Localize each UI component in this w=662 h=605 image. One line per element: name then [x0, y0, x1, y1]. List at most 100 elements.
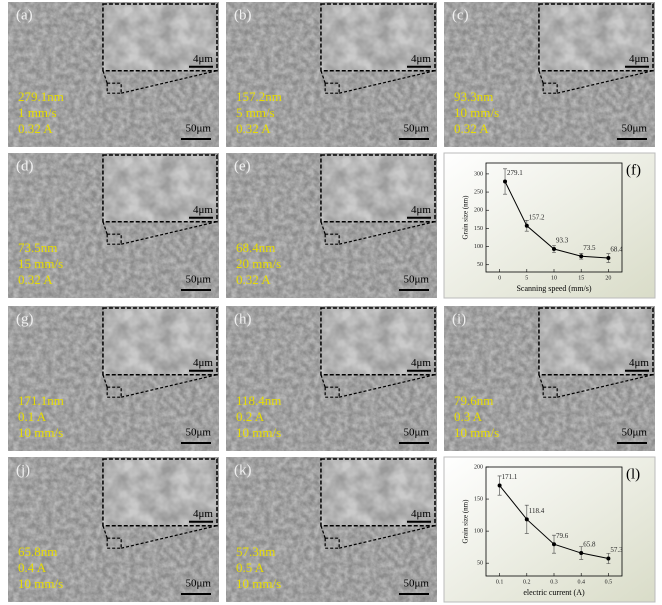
x-tick-label: 15 [578, 275, 584, 281]
data-point [579, 551, 583, 555]
scale-label: 50μm [404, 123, 430, 135]
condition-text: 65.8nm [18, 544, 57, 559]
data-label: 57.3 [610, 546, 623, 554]
x-tick-label: 5 [525, 275, 528, 281]
scale-label: 50μm [622, 427, 648, 439]
condition-text: 10 mm/s [236, 425, 281, 440]
scale-label: 50μm [404, 274, 430, 286]
data-label: 93.3 [556, 237, 569, 245]
data-label: 157.2 [529, 213, 545, 221]
condition-text: 0.1 A [18, 409, 47, 424]
data-point [498, 484, 502, 488]
data-label: 68.4 [610, 246, 623, 254]
data-label: 79.6 [556, 532, 569, 540]
data-point [606, 556, 610, 560]
condition-text: 0.3 A [454, 409, 483, 424]
condition-text: 10 mm/s [454, 105, 499, 120]
y-tick-label: 50 [477, 561, 483, 567]
x-tick-label: 0.5 [605, 579, 613, 585]
data-label: 73.5 [583, 244, 596, 252]
data-point [552, 247, 556, 251]
inset-scale: 4μm [193, 508, 213, 520]
scale-label: 50μm [404, 578, 430, 590]
x-tick-label: 0.4 [577, 579, 585, 585]
data-label: 279.1 [507, 169, 523, 177]
inset-scale: 4μm [411, 53, 431, 65]
inset-scale: 4μm [193, 357, 213, 369]
sem-panel: 4μm (b) 157.2nm5 mm/s0.32 A 50μm [226, 2, 437, 147]
y-tick-label: 100 [474, 244, 483, 250]
condition-text: 0.32 A [454, 121, 489, 136]
x-axis-label: electric current (A) [523, 588, 585, 597]
condition-text: 0.32 A [236, 272, 271, 287]
x-tick-label: 0 [498, 275, 501, 281]
data-point [525, 224, 529, 228]
data-point [525, 517, 529, 521]
inset-scale: 4μm [193, 204, 213, 216]
condition-text: 0.32 A [18, 121, 53, 136]
condition-text: 171.1nm [18, 393, 64, 408]
panel-label: (f) [626, 162, 641, 178]
scale-label: 50μm [186, 274, 212, 286]
data-label: 65.8 [583, 541, 596, 549]
panel-label: (a) [16, 7, 33, 23]
sem-panel: 4μm (e) 68.4nm20 mm/s0.32 A 50μm [226, 153, 437, 298]
condition-text: 10 mm/s [18, 576, 63, 591]
condition-text: 68.4nm [236, 240, 275, 255]
inset-scale: 4μm [629, 53, 649, 65]
y-tick-label: 300 [474, 171, 483, 177]
x-tick-label: 20 [605, 275, 611, 281]
data-label: 118.4 [529, 507, 545, 515]
y-tick-label: 50 [477, 262, 483, 268]
panel-label: (h) [234, 311, 252, 327]
data-point [606, 256, 610, 260]
condition-text: 57.3nm [236, 544, 275, 559]
scale-label: 50μm [186, 123, 212, 135]
data-point [552, 542, 556, 546]
condition-text: 0.32 A [236, 121, 271, 136]
y-tick-label: 150 [474, 226, 483, 232]
condition-text: 73.5nm [18, 240, 57, 255]
x-tick-label: 0.3 [550, 579, 558, 585]
condition-text: 0.4 A [18, 560, 47, 575]
y-tick-label: 200 [474, 464, 483, 470]
inset-scale: 4μm [629, 357, 649, 369]
x-tick-label: 10 [551, 275, 557, 281]
condition-text: 1 mm/s [18, 105, 57, 120]
panel-label: (e) [234, 158, 251, 174]
panel-label: (b) [234, 7, 252, 23]
y-tick-label: 100 [474, 528, 483, 534]
sem-panel: 4μm(a)279.1nm1 mm/s0.32 A50μm [8, 2, 219, 147]
y-axis-label: Grain size (nm) [462, 499, 470, 544]
x-tick-label: 0.2 [523, 579, 531, 585]
chart-panel: (l) 50 100 150 200 0.1 0.2 0.3 0.4 0.5 electric cu… [444, 457, 655, 602]
condition-text: 0.2 A [236, 409, 265, 424]
condition-text: 5 mm/s [236, 105, 275, 120]
y-tick-label: 150 [474, 496, 483, 502]
scale-label: 50μm [186, 578, 212, 590]
x-axis-label: Scanning speed (mm/s) [516, 284, 591, 293]
data-point [579, 254, 583, 258]
condition-text: 118.4nm [236, 393, 281, 408]
panel-label: (j) [16, 462, 30, 478]
y-tick-label: 250 [474, 189, 483, 195]
condition-text: 157.2nm [236, 89, 282, 104]
y-tick-label: 200 [474, 208, 483, 214]
condition-text: 10 mm/s [18, 425, 63, 440]
x-tick-label: 0.1 [496, 579, 504, 585]
condition-text: 10 mm/s [236, 576, 281, 591]
inset-scale: 4μm [411, 204, 431, 216]
condition-text: 79.6nm [454, 393, 493, 408]
condition-text: 20 mm/s [236, 256, 281, 271]
inset-scale: 4μm [411, 357, 431, 369]
condition-text: 93.3nm [454, 89, 493, 104]
scale-label: 50μm [404, 427, 430, 439]
panel-label: (l) [626, 466, 640, 482]
panel-label: (c) [452, 7, 469, 23]
